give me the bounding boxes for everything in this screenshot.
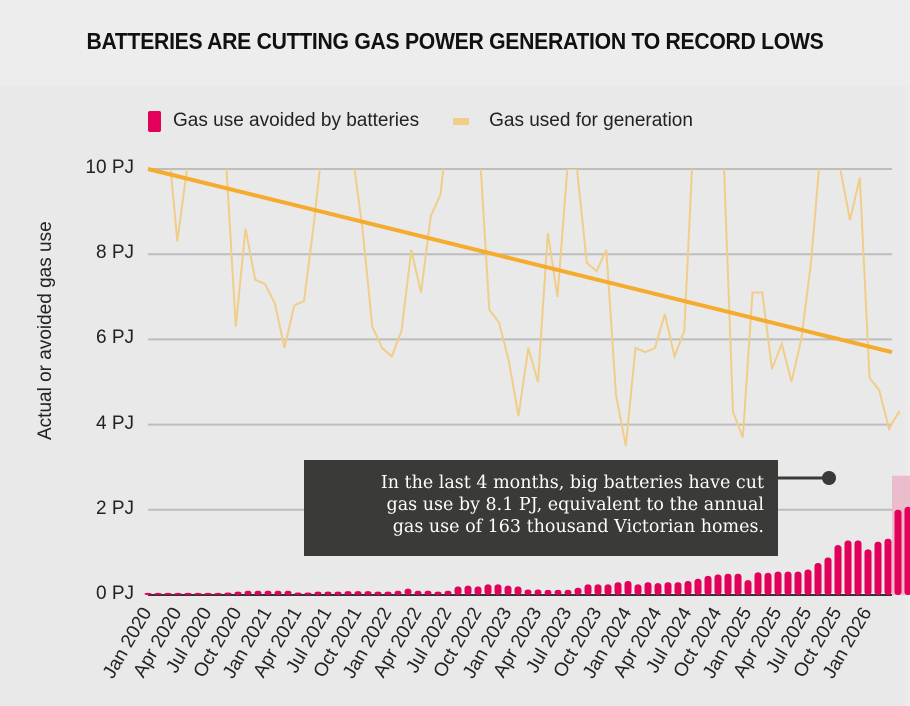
- annotation-box: In the last 4 months, big batteries have…: [304, 460, 778, 556]
- bar: [284, 590, 292, 595]
- bar: [674, 582, 682, 595]
- bar: [764, 572, 772, 595]
- annotation-dot: [822, 471, 836, 485]
- bar: [504, 585, 512, 595]
- bar: [804, 569, 812, 595]
- legend-label-batteries: Gas use avoided by batteries: [173, 110, 420, 131]
- y-tick-label: 0 PJ: [95, 583, 134, 604]
- bar: [234, 591, 242, 595]
- bar: [474, 586, 482, 595]
- bar: [724, 573, 732, 595]
- bar: [614, 582, 622, 595]
- bar: [834, 545, 842, 595]
- bar: [534, 589, 542, 595]
- bar: [254, 590, 262, 595]
- annotation-line: In the last 4 months, big batteries have…: [380, 473, 764, 493]
- bar: [734, 573, 742, 595]
- legend: Gas use avoided by batteries Gas used fo…: [148, 110, 693, 132]
- bar: [554, 589, 562, 595]
- bar: [154, 592, 162, 595]
- bar: [484, 584, 492, 595]
- bar: [274, 590, 282, 595]
- bar: [364, 591, 372, 595]
- y-tick-label: 2 PJ: [95, 497, 134, 519]
- bar: [634, 584, 642, 595]
- bar: [194, 592, 202, 595]
- bar: [854, 540, 862, 595]
- y-tick-label: 10 PJ: [85, 157, 134, 178]
- bar: [434, 591, 442, 595]
- plot-area: [0, 86, 906, 706]
- y-tick-label: 8 PJ: [95, 242, 134, 264]
- bar: [864, 549, 872, 595]
- title-band: [0, 0, 910, 86]
- bar: [374, 591, 382, 595]
- annotation-line: gas use by 8.1 PJ, equivalent to the ann…: [386, 495, 764, 515]
- bar: [844, 540, 852, 595]
- bar: [144, 592, 152, 595]
- bar: [444, 590, 452, 595]
- bar: [774, 571, 782, 595]
- bar: [784, 571, 792, 595]
- bar: [204, 592, 212, 595]
- bar: [294, 592, 302, 595]
- bar: [754, 572, 762, 595]
- bar: [654, 583, 662, 595]
- bar: [494, 584, 502, 595]
- y-tick-label: 6 PJ: [95, 327, 134, 349]
- bar: [544, 589, 552, 595]
- bar: [604, 584, 612, 595]
- bar: [814, 563, 822, 595]
- legend-swatch-batteries: [148, 110, 161, 132]
- bar: [874, 541, 882, 595]
- bar: [314, 591, 322, 595]
- bar: [564, 589, 572, 595]
- bar: [664, 582, 672, 595]
- bar: [414, 590, 422, 595]
- bar: [264, 590, 272, 595]
- bar: [584, 584, 592, 595]
- bar: [384, 591, 392, 595]
- bar: [454, 586, 462, 595]
- bar: [594, 584, 602, 595]
- bar: [794, 571, 802, 595]
- bar: [214, 592, 222, 595]
- bar: [324, 591, 332, 595]
- bar: [244, 590, 252, 595]
- trend-line: [147, 167, 893, 355]
- bar: [884, 538, 892, 595]
- bar: [164, 592, 172, 595]
- bar: [824, 557, 832, 595]
- bar: [394, 590, 402, 595]
- bar: [404, 588, 412, 595]
- bar: [424, 590, 432, 595]
- bar: [184, 592, 192, 595]
- bar: [894, 509, 902, 595]
- bar: [624, 580, 632, 595]
- bar: [354, 591, 362, 595]
- bar: [714, 574, 722, 595]
- bar: [464, 585, 472, 595]
- bar: [744, 580, 752, 595]
- bar: [574, 587, 582, 595]
- bar: [694, 578, 702, 595]
- legend-label-gas: Gas used for generation: [489, 110, 693, 131]
- bar: [304, 592, 312, 595]
- bar: [904, 506, 910, 595]
- annotation-line: gas use of 163 thousand Victorian homes.: [392, 517, 764, 537]
- gas-line: [169, 169, 900, 447]
- bar: [514, 586, 522, 595]
- bar: [524, 589, 532, 595]
- bar: [344, 591, 352, 595]
- bar: [684, 580, 692, 595]
- bar: [704, 575, 712, 595]
- legend-swatch-gas: [453, 117, 470, 125]
- bar: [224, 592, 232, 595]
- chart-title: BATTERIES ARE CUTTING GAS POWER GENERATI…: [86, 28, 824, 54]
- bar: [644, 582, 652, 595]
- bar: [334, 591, 342, 595]
- y-tick-label: 4 PJ: [95, 412, 134, 434]
- bar: [174, 592, 182, 595]
